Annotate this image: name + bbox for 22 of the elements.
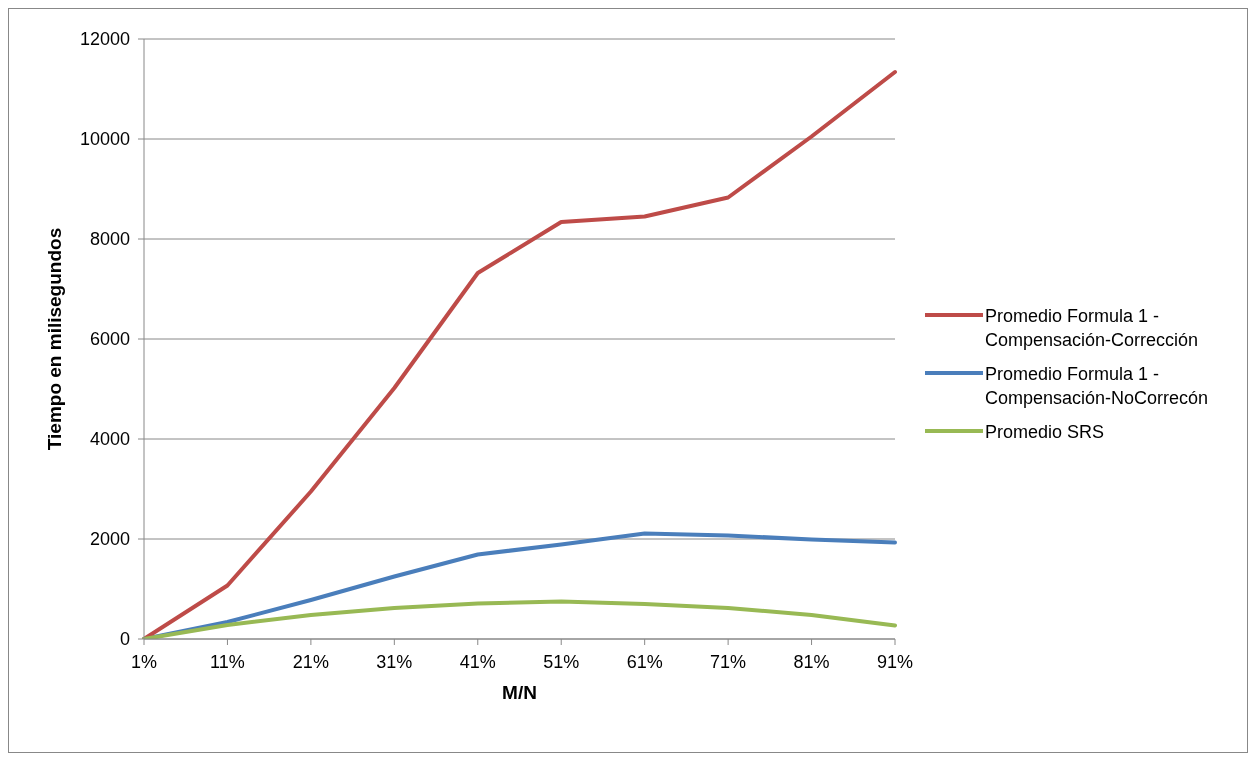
x-tick-label: 31% (376, 651, 413, 672)
y-tick-label: 2000 (89, 529, 130, 550)
x-tick-label: 1% (130, 651, 158, 672)
x-tick-label: 21% (292, 651, 329, 672)
x-tick-label: 91% (876, 651, 914, 672)
x-axis-title: M/N (502, 682, 537, 703)
y-tick-label: 12000 (79, 29, 130, 50)
legend-label: Promedio Formula 1 - Compensación-Corrección (985, 305, 1200, 352)
legend-label: Promedio Formula 1 - Compensación-NoCorrecón (985, 363, 1210, 410)
y-tick-label: 4000 (89, 429, 130, 450)
x-tick-label: 11% (210, 651, 245, 672)
x-tick-label: 61% (626, 651, 663, 672)
y-tick-label: 10000 (79, 129, 130, 150)
legend-label: Promedio SRS (985, 421, 1105, 444)
x-tick-label: 51% (543, 651, 580, 672)
y-tick-label: 6000 (89, 329, 130, 350)
y-tick-label: 8000 (89, 229, 130, 250)
x-tick-label: 71% (710, 651, 747, 672)
x-tick-label: 81% (793, 651, 830, 672)
x-tick-label: 41% (459, 651, 496, 672)
y-axis-title: Tiempo en milisegundos (43, 227, 65, 451)
y-tick-label: 0 (119, 629, 130, 650)
